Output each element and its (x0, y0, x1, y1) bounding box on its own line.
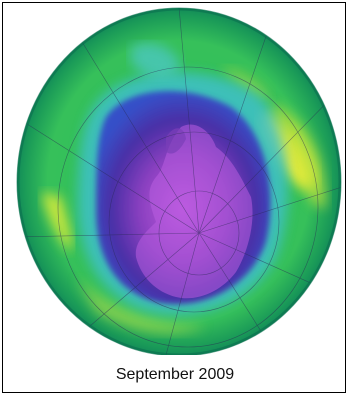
map-caption: September 2009 (115, 366, 235, 383)
graticule-grid-icon (17, 8, 341, 355)
ozone-globe-icon (16, 7, 342, 355)
figure-frame: September 2009 (2, 2, 346, 393)
